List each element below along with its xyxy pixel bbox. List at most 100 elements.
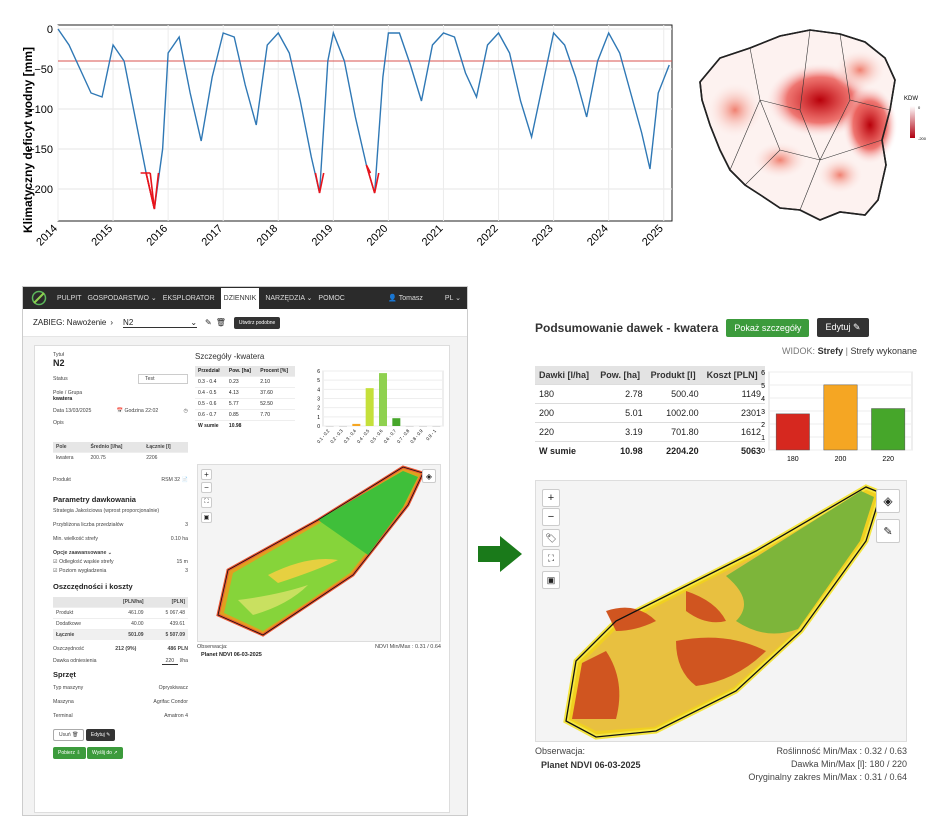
hist-x-tick: 0.6 - 0.7 xyxy=(383,428,398,444)
cell: 1002.00 xyxy=(646,403,703,423)
x-tick-label: 2017 xyxy=(200,223,226,249)
cell: 200.75 xyxy=(87,452,144,463)
cell: W sumie xyxy=(535,441,597,460)
layers-button[interactable]: ▣ xyxy=(201,512,212,523)
status-select[interactable]: Test xyxy=(138,374,188,384)
col-header: Pow. [ha] xyxy=(596,366,647,385)
user-menu[interactable]: 👤 Tomasz xyxy=(388,295,423,302)
view-executed[interactable]: Strefy wykonane xyxy=(850,346,917,356)
product-label: Produkt xyxy=(53,477,71,483)
saving-b: 486 PLN xyxy=(167,646,188,652)
table-row: kwatera 200.75 2206 xyxy=(53,452,188,463)
zabieg-select[interactable]: N2 ⌄ xyxy=(123,318,198,328)
strategy-value[interactable]: Jakościowa (wprost proporcjonalnie) xyxy=(75,508,160,514)
pencil-icon[interactable]: ✎ xyxy=(876,519,900,543)
create-similar-button[interactable]: Utwórz podobne xyxy=(233,316,281,329)
table-row: Produkt 461.09 5 067.48 xyxy=(53,607,188,619)
view-zones[interactable]: Strefy xyxy=(817,346,844,356)
hist-x-tick: 0.7 - 0.8 xyxy=(396,428,411,444)
cell: Łącznie xyxy=(53,629,104,640)
download-button[interactable]: Pobierz ⇩ xyxy=(53,747,86,759)
trash-icon[interactable]: 🗑 xyxy=(215,318,226,327)
cell: 500.40 xyxy=(646,384,703,404)
cell: 2.78 xyxy=(596,384,647,404)
zoom-in-button[interactable]: + xyxy=(542,489,560,507)
zoom-out-button[interactable]: − xyxy=(542,508,560,526)
zabieg-bar: ZABIEG: Nawożenie › N2 ⌄ ✎ 🗑 Utwórz podob… xyxy=(23,309,467,337)
zoom-in-button[interactable]: + xyxy=(201,469,212,480)
summary-title: Podsumowanie dawek - kwatera xyxy=(535,320,719,335)
nav-dziennik[interactable]: DZIENNIK xyxy=(220,287,260,309)
nav-eksplorator[interactable]: EKSPLORATOR xyxy=(162,294,215,302)
cell: 461.09 xyxy=(103,607,147,619)
cell: 40.00 xyxy=(103,618,147,630)
region-borders xyxy=(729,29,891,211)
cell: Produkt xyxy=(53,607,104,619)
hist-bar xyxy=(379,373,387,426)
hist-x-tick: 0.8 - 0.9 xyxy=(409,428,424,444)
date-field[interactable]: Data 13/03/2025 xyxy=(53,408,92,414)
layers-stack-icon[interactable]: ◈ xyxy=(422,469,436,483)
smooth-option[interactable]: ☑ Poziom wygładzenia xyxy=(53,568,107,574)
dose-y-tick: 1 xyxy=(761,435,765,442)
cell: 2.10 xyxy=(257,376,295,388)
y-tick-label: −200 xyxy=(28,184,53,196)
show-details-button[interactable]: Pokaż szczegóły xyxy=(726,318,810,337)
edge-option[interactable]: ☑ Odległość wąskie strefy xyxy=(53,559,114,565)
hist-bar xyxy=(392,418,401,426)
arrow-right-icon xyxy=(478,536,522,572)
x-tick-label: 2016 xyxy=(144,223,170,249)
navbar: PULPIT GOSPODARSTWO ⌄ EKSPLORATOR DZIENN… xyxy=(23,287,467,309)
clock-icon[interactable]: ◷ xyxy=(183,408,188,414)
view-switch: WIDOK: Strefy | Strefy wykonane xyxy=(782,346,917,356)
terminal-value[interactable]: Amatron 4 xyxy=(164,713,188,719)
zones-value[interactable]: 3 xyxy=(185,522,188,528)
product-value: RSM 32 📄 xyxy=(161,477,188,483)
cell xyxy=(257,420,295,431)
ref-input[interactable]: 220 xyxy=(161,658,179,665)
nav-gospodarstwo[interactable]: GOSPODARSTWO ⌄ xyxy=(87,295,157,302)
lang-select[interactable]: PL ⌄ xyxy=(444,295,461,302)
field-label: Pole / Grupa xyxy=(53,390,83,396)
y-tick-label: 0 xyxy=(47,24,53,36)
summary-edit-button[interactable]: Edytuj ✎ xyxy=(817,318,869,337)
x-tick-label: 2018 xyxy=(255,223,281,249)
table-row: Dodatkowe 40.00 439.61 xyxy=(53,618,188,630)
machine-label: Maszyna xyxy=(53,699,74,705)
hour-field[interactable]: 📅 Godzina 22:02 xyxy=(116,408,159,414)
cell: 37.60 xyxy=(257,387,295,399)
y-tick-label: −150 xyxy=(28,144,53,156)
layers-button[interactable]: ▣ xyxy=(542,571,560,589)
zoom-out-button[interactable]: − xyxy=(201,482,212,493)
dose-bar xyxy=(775,413,810,451)
nav-pomoc[interactable]: POMOC xyxy=(318,294,345,302)
layers-stack-icon[interactable]: ◈ xyxy=(876,489,900,513)
edit-button[interactable]: Edytuj ✎ xyxy=(85,729,116,741)
nav-pulpit[interactable]: PULPIT xyxy=(57,294,82,302)
send-button[interactable]: Wyślij do ↗ xyxy=(87,747,123,759)
pencil-icon[interactable]: ✎ xyxy=(205,318,212,327)
minzone-value[interactable]: 0.10 ha xyxy=(170,536,188,542)
advanced-toggle[interactable]: Opcje zaawansowane ⌄ xyxy=(53,550,113,556)
chevron-right-icon: › xyxy=(110,318,114,327)
hist-x-tick: 0.3 - 0.4 xyxy=(343,428,358,444)
fullscreen-button[interactable]: ⛶ xyxy=(542,549,560,567)
machine-value[interactable]: Agrifac Condor xyxy=(153,699,188,705)
table-row: 0.3 - 0.4 0.23 2.10 xyxy=(195,376,295,388)
params-title: Parametry dawkowania xyxy=(53,495,136,504)
tag-icon[interactable]: 🏷 xyxy=(542,529,560,547)
hist-x-tick: 0.2 - 0.3 xyxy=(329,428,344,444)
table-row: W sumie 10.98 2204.20 5063 xyxy=(535,441,765,460)
stat-dose: Dawka Min/Max [l]: 180 / 220 xyxy=(790,759,907,769)
nav-narzedzia[interactable]: NARZĘDZIA ⌄ xyxy=(265,295,313,302)
fullscreen-button[interactable]: ⛶ xyxy=(201,497,212,508)
adv-label: Opcje zaawansowane xyxy=(53,550,107,556)
hotspot-southwest xyxy=(750,140,810,180)
doc-icon[interactable]: 📄 xyxy=(181,477,188,483)
desc-label: Opis xyxy=(53,420,64,426)
delete-button[interactable]: Usuń 🗑 xyxy=(53,729,85,741)
machine-type-value[interactable]: Opryskiwacz xyxy=(158,685,188,691)
obs-value: Planet NDVI 06-03-2025 xyxy=(201,652,262,658)
y-axis-label: Klimatyczny deficyt wodny [mm] xyxy=(21,47,35,233)
col-header: Dawki [l/ha] xyxy=(535,366,597,385)
